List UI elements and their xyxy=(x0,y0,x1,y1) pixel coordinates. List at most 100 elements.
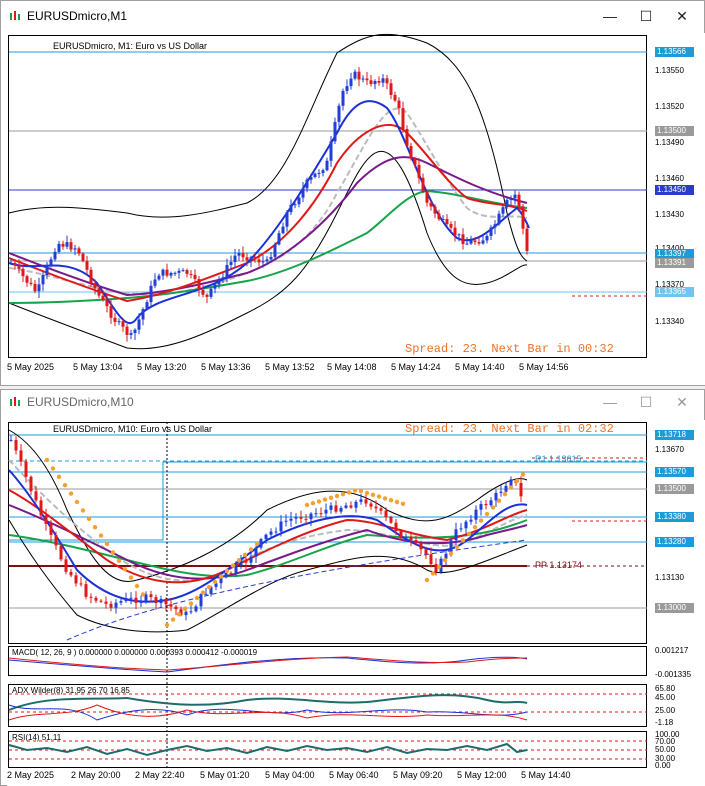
candle-body xyxy=(117,321,121,323)
candle-body xyxy=(84,584,88,597)
candle-body xyxy=(199,594,203,607)
window-titlebar[interactable]: EURUSDmicro,M1 — ☐ ✕ xyxy=(1,1,704,31)
candle-body xyxy=(499,491,503,493)
candle-body xyxy=(345,86,349,91)
price-chart-m10[interactable]: EURUSDmicro, M10: Euro vs US Dollar Spre… xyxy=(7,420,705,786)
candle-body xyxy=(419,542,423,550)
price-tag-level: 1.13570 xyxy=(655,467,694,477)
chart-window-m10[interactable]: EURUSDmicro,M10 — ☐ ✕ xyxy=(0,389,705,786)
price-axis-label: 1.13370 xyxy=(655,280,684,289)
price-tag-level: 1.13718 xyxy=(655,430,694,440)
time-axis-label: 5 May 06:40 xyxy=(329,770,379,780)
candle-body xyxy=(105,299,109,307)
candle-body xyxy=(114,602,118,608)
candle-body xyxy=(464,521,468,529)
sar-dot xyxy=(388,498,394,503)
candle-body xyxy=(157,275,161,280)
candle-body xyxy=(334,505,338,512)
sar-dot xyxy=(188,601,194,606)
candle-body xyxy=(189,611,193,613)
candle-body xyxy=(421,177,425,192)
window-title: EURUSDmicro,M10 xyxy=(27,395,134,409)
price-axis-label: 1.13670 xyxy=(655,445,684,454)
sar-dot xyxy=(236,558,242,563)
minimize-icon[interactable]: — xyxy=(603,8,617,24)
candle-body xyxy=(269,531,273,535)
candle-body xyxy=(349,78,353,87)
adx-label: ADX Wilder(8) 31.95 26.70 16.85 xyxy=(12,686,130,695)
maximize-icon[interactable]: ☐ xyxy=(639,394,653,410)
time-axis-label: 5 May 13:04 xyxy=(73,362,123,372)
sar-dot xyxy=(514,478,520,484)
candle-body xyxy=(414,540,418,543)
candle-body xyxy=(394,522,398,531)
candle-body xyxy=(494,492,498,501)
candle-body xyxy=(169,272,173,276)
candle-body xyxy=(61,243,65,247)
candle-body xyxy=(297,197,301,205)
candle-body xyxy=(337,105,341,122)
candle-body xyxy=(489,227,493,236)
price-axis-label: 1.13490 xyxy=(655,138,684,147)
sar-dot xyxy=(62,483,68,488)
candle-body xyxy=(299,517,303,519)
window-titlebar[interactable]: EURUSDmicro,M10 — ☐ ✕ xyxy=(1,390,704,414)
sar-dot xyxy=(248,547,254,552)
pivot-r1-label: R1 1.13615 xyxy=(535,454,582,464)
candle-body xyxy=(164,598,168,605)
price-axis-label: 1.13130 xyxy=(655,573,684,582)
candle-body xyxy=(365,78,369,81)
chart-graphics-m10 xyxy=(8,422,647,768)
candle-body xyxy=(457,234,461,236)
candle-body xyxy=(209,586,213,594)
chart-window-m1[interactable]: EURUSDmicro,M1 — ☐ ✕ EURUSDmicro, M1 xyxy=(0,0,705,386)
price-chart-m1[interactable]: EURUSDmicro, M1: Euro vs US Dollar Sprea… xyxy=(7,33,705,385)
candle-body xyxy=(213,284,217,289)
candle-body xyxy=(57,243,61,252)
candle-body xyxy=(69,571,73,576)
candle-body xyxy=(45,265,49,275)
candle-body xyxy=(304,518,308,520)
candle-body xyxy=(234,565,238,573)
macd-label: MACD( 12, 26, 9 ) 0.000000 0.000000 0.00… xyxy=(12,648,258,657)
chart-app-icon xyxy=(9,10,23,25)
candle-body xyxy=(354,501,358,508)
candle-body xyxy=(409,145,413,159)
candle-body xyxy=(24,461,28,477)
sar-dot xyxy=(490,505,496,510)
time-axis-label: 5 May 09:20 xyxy=(393,770,443,780)
candle-body xyxy=(424,549,428,555)
candle-body xyxy=(34,491,38,501)
sar-dot xyxy=(454,544,460,550)
candle-body xyxy=(9,262,13,264)
price-axis-label: 1.13430 xyxy=(655,210,684,219)
candle-body xyxy=(249,556,253,563)
candle-body xyxy=(325,160,329,171)
sar-dot xyxy=(460,538,466,543)
close-icon[interactable]: ✕ xyxy=(676,394,688,410)
candle-body xyxy=(284,520,288,522)
candle-body xyxy=(119,601,123,603)
sar-dot xyxy=(98,533,104,538)
candle-body xyxy=(339,507,343,512)
candle-body xyxy=(217,279,221,285)
sar-dot xyxy=(364,490,370,496)
rsi-axis-label: 50.00 xyxy=(655,745,676,754)
minimize-icon[interactable]: — xyxy=(603,394,617,410)
candle-body xyxy=(224,572,228,578)
time-axis-label: 5 May 13:20 xyxy=(137,362,187,372)
candle-body xyxy=(254,547,258,557)
time-axis-label: 5 May 14:40 xyxy=(455,362,505,372)
macd-panel xyxy=(8,646,647,676)
candle-body xyxy=(389,83,393,95)
maximize-icon[interactable]: ☐ xyxy=(639,8,653,24)
sar-dot xyxy=(508,485,514,490)
candle-body xyxy=(165,269,169,276)
sar-dot xyxy=(496,498,502,503)
candle-body xyxy=(517,194,521,207)
candle-body xyxy=(21,268,25,277)
close-icon[interactable]: ✕ xyxy=(676,8,688,24)
sar-dot xyxy=(116,558,122,563)
candle-body xyxy=(177,270,181,273)
candle-body xyxy=(433,206,437,214)
